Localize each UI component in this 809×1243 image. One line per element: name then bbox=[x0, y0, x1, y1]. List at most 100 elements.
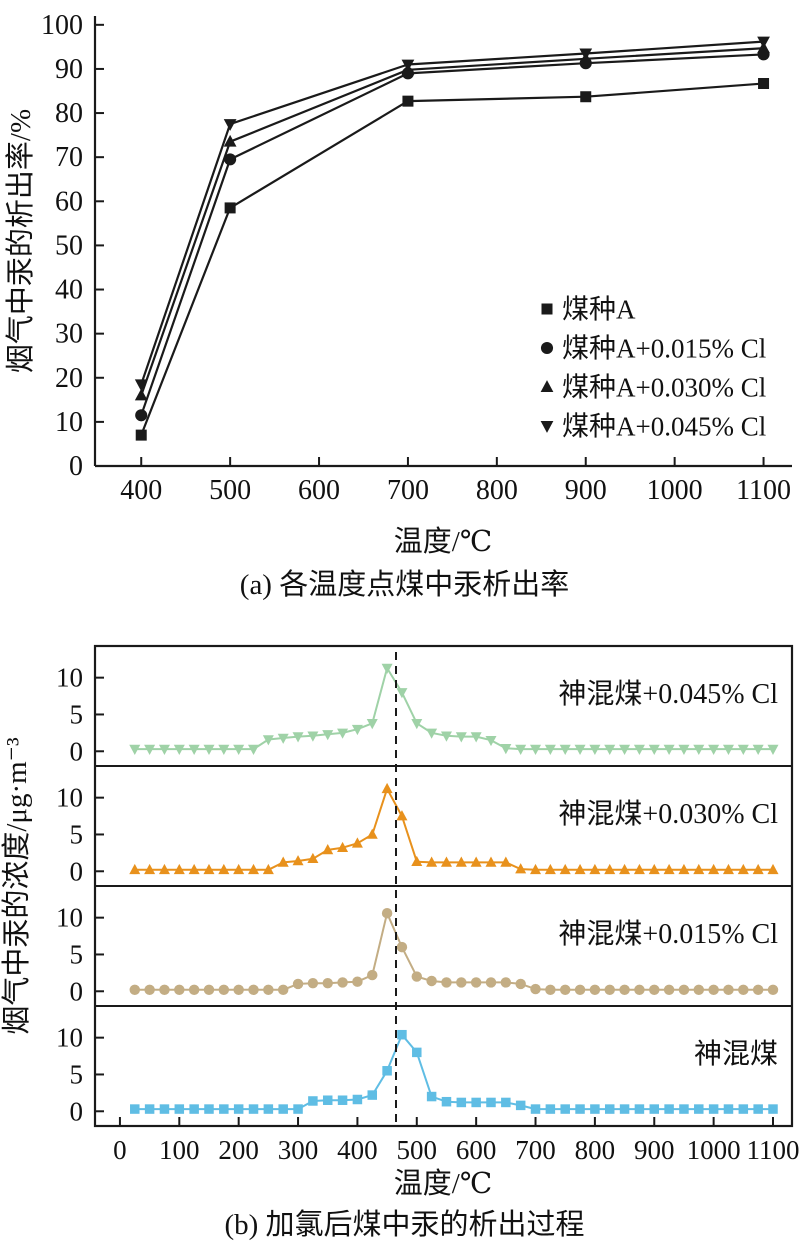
data-point bbox=[633, 744, 645, 755]
data-point bbox=[159, 1104, 170, 1114]
data-point bbox=[262, 863, 274, 875]
series-line bbox=[134, 1033, 773, 1111]
x-tick-label: 1000 bbox=[687, 1135, 741, 1165]
y-tick-label: 0 bbox=[70, 1096, 84, 1126]
data-point bbox=[678, 744, 690, 755]
legend-label: 煤种A+0.045% Cl bbox=[562, 412, 766, 442]
data-point bbox=[292, 855, 304, 866]
y-tick-label: 5 bbox=[70, 1059, 84, 1089]
data-point bbox=[693, 744, 705, 755]
data-point bbox=[633, 863, 645, 875]
data-point bbox=[411, 971, 423, 982]
data-point bbox=[752, 863, 764, 875]
data-point bbox=[574, 984, 586, 996]
data-point bbox=[233, 744, 245, 755]
data-point bbox=[219, 1104, 229, 1114]
data-point bbox=[737, 744, 749, 755]
data-point bbox=[292, 978, 304, 990]
data-point bbox=[382, 1066, 392, 1076]
data-point bbox=[367, 1090, 378, 1100]
data-point bbox=[708, 863, 720, 875]
data-point bbox=[188, 863, 200, 875]
data-point bbox=[203, 984, 215, 996]
chart-b-x-axis-label: 温度/℃ bbox=[394, 1167, 493, 1200]
data-point bbox=[485, 856, 497, 867]
data-point bbox=[189, 1104, 199, 1114]
data-point bbox=[322, 977, 333, 989]
data-point bbox=[426, 856, 438, 867]
data-point bbox=[515, 744, 527, 755]
data-point bbox=[381, 663, 393, 674]
y-tick-label: 10 bbox=[56, 783, 83, 813]
data-point bbox=[530, 1104, 541, 1114]
legend-label: 煤种A+0.015% Cl bbox=[562, 334, 766, 364]
data-point bbox=[352, 1094, 363, 1105]
data-point bbox=[737, 863, 749, 875]
data-point bbox=[174, 984, 185, 996]
data-point bbox=[649, 984, 660, 996]
data-point bbox=[307, 731, 319, 742]
data-point bbox=[129, 863, 141, 875]
data-point bbox=[158, 863, 170, 875]
data-point bbox=[544, 744, 556, 755]
data-point bbox=[411, 855, 423, 866]
data-point bbox=[203, 863, 215, 875]
data-point bbox=[559, 863, 571, 875]
data-point bbox=[351, 724, 363, 736]
data-point bbox=[455, 732, 467, 743]
data-point bbox=[693, 984, 705, 996]
data-point bbox=[351, 837, 363, 848]
data-point bbox=[723, 1104, 734, 1114]
data-point bbox=[223, 119, 237, 131]
data-point bbox=[248, 863, 260, 875]
data-point bbox=[134, 388, 148, 401]
x-tick-label: 400 bbox=[120, 475, 162, 506]
data-point bbox=[768, 1104, 778, 1114]
data-point bbox=[455, 856, 467, 867]
data-point bbox=[767, 744, 779, 755]
data-point bbox=[188, 984, 200, 996]
data-point bbox=[262, 735, 274, 746]
x-tick-label: 800 bbox=[575, 1135, 616, 1165]
data-point bbox=[679, 1104, 689, 1114]
data-point bbox=[753, 1104, 763, 1114]
data-point bbox=[129, 744, 141, 755]
data-point bbox=[545, 1104, 556, 1114]
legend-label: 煤种A bbox=[562, 295, 636, 325]
data-point bbox=[337, 977, 348, 988]
data-point bbox=[367, 969, 378, 981]
data-point bbox=[560, 1104, 570, 1114]
data-point bbox=[134, 379, 148, 392]
data-point bbox=[144, 984, 155, 996]
data-point bbox=[218, 744, 230, 755]
data-point bbox=[188, 744, 200, 755]
data-point bbox=[308, 1096, 318, 1106]
data-point bbox=[204, 1104, 214, 1114]
legend-marker-circle bbox=[540, 341, 554, 355]
data-point bbox=[263, 1104, 274, 1114]
chart-b-y-axis-label: 烟气中汞的浓度/μg·m⁻³ bbox=[0, 737, 33, 1035]
data-point bbox=[574, 744, 586, 755]
data-point bbox=[307, 977, 319, 989]
chart-b-plot-area: 0 5 10 神混煤+0.045% Cl 0 5 10 神混煤+0.030% Cl 0 5 10 神混… bbox=[56, 644, 800, 1165]
data-point bbox=[263, 984, 274, 996]
x-tick-label: 900 bbox=[634, 1135, 675, 1165]
data-point bbox=[604, 984, 615, 996]
y-tick-label: 0 bbox=[70, 736, 84, 766]
chart-a-release-rate: 400 500 600 700 800 900 1000 1100 0 10 20 30 40 50 60 7… bbox=[4, 10, 792, 558]
data-point bbox=[501, 1097, 511, 1108]
data-point bbox=[589, 744, 601, 755]
y-tick-label: 0 bbox=[70, 856, 84, 886]
data-point bbox=[579, 48, 593, 61]
data-point bbox=[441, 1096, 452, 1107]
x-tick-label: 1100 bbox=[747, 1135, 800, 1165]
data-point bbox=[634, 984, 645, 996]
data-point bbox=[426, 728, 438, 739]
data-point bbox=[441, 977, 452, 988]
data-point bbox=[708, 1104, 719, 1114]
data-point bbox=[722, 744, 734, 755]
data-point bbox=[412, 1047, 422, 1058]
y-tick-label: 80 bbox=[55, 98, 83, 129]
x-tick-label: 700 bbox=[387, 475, 429, 506]
data-point bbox=[485, 977, 497, 988]
